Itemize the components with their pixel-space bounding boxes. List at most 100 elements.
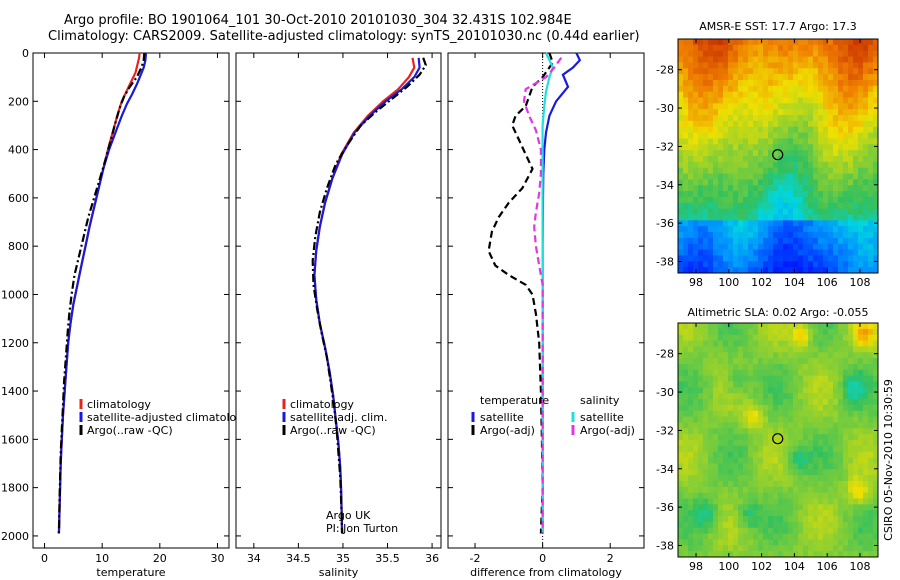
heatmap-cell	[823, 156, 829, 163]
heatmap-cell	[698, 527, 704, 534]
heatmap-cell	[813, 138, 819, 145]
heatmap-cell	[778, 68, 784, 75]
heatmap-cell	[803, 214, 809, 221]
heatmap-cell	[778, 527, 784, 534]
heatmap-cell	[858, 115, 864, 122]
heatmap-cell	[748, 237, 754, 245]
heatmap-cell	[763, 214, 769, 221]
heatmap-cell	[838, 504, 844, 511]
heatmap-cell	[743, 416, 749, 423]
heatmap-cell	[818, 510, 824, 517]
heatmap-cell	[788, 115, 794, 122]
heatmap-cell	[813, 150, 819, 157]
heatmap-cell	[798, 440, 804, 447]
heatmap-cell	[873, 249, 879, 256]
heatmap-cell	[863, 340, 869, 347]
x-tick-label: 34.5	[286, 552, 311, 565]
heatmap-cell	[798, 50, 804, 57]
heatmap-cell	[738, 352, 744, 359]
heatmap-cell	[828, 475, 834, 482]
heatmap-cell	[803, 422, 809, 429]
heatmap-cell	[763, 261, 769, 268]
heatmap-cell	[828, 551, 834, 558]
heatmap-cell	[778, 393, 784, 400]
heatmap-cell	[703, 340, 709, 347]
heatmap-cell	[718, 486, 724, 494]
heatmap-cell	[738, 173, 744, 180]
heatmap-cell	[828, 399, 834, 406]
heatmap-cell	[748, 358, 754, 365]
heatmap-cell	[778, 56, 784, 63]
heatmap-cell	[713, 214, 719, 221]
heatmap-cell	[708, 492, 714, 499]
heatmap-cell	[768, 363, 774, 371]
heatmap-cell	[863, 144, 869, 151]
heatmap-cell	[703, 428, 709, 435]
heatmap-cell	[688, 39, 694, 46]
heatmap-cell	[683, 255, 689, 262]
heatmap-cell	[678, 393, 684, 400]
heatmap-cell	[688, 539, 694, 546]
heatmap-cell	[718, 545, 724, 552]
heatmap-cell	[793, 516, 799, 523]
heatmap-cell	[868, 243, 874, 250]
heatmap-cell	[808, 469, 814, 476]
heatmap-cell	[828, 504, 834, 511]
heatmap-cell	[768, 208, 774, 215]
heatmap-cell	[733, 156, 739, 163]
heatmap-cell	[748, 126, 754, 133]
heatmap-cell	[843, 150, 849, 157]
heatmap-cell	[683, 144, 689, 151]
heatmap-cell	[813, 445, 819, 453]
heatmap-cell	[808, 551, 814, 558]
heatmap-cell	[803, 369, 809, 377]
heatmap-cell	[733, 434, 739, 441]
heatmap-cell	[808, 144, 814, 151]
heatmap-cell	[803, 167, 809, 174]
heatmap-cell	[678, 126, 684, 133]
heatmap-cell	[793, 161, 799, 169]
heatmap-cell	[838, 410, 844, 417]
heatmap-cell	[683, 50, 689, 57]
heatmap-cell	[808, 358, 814, 365]
heatmap-cell	[793, 267, 799, 274]
heatmap-cell	[838, 261, 844, 268]
heatmap-cell	[818, 243, 824, 250]
heatmap-cell	[868, 74, 874, 81]
legend-label: climatology	[87, 398, 151, 411]
heatmap-cell	[823, 202, 829, 210]
heatmap-cell	[708, 214, 714, 221]
heatmap-cell	[693, 74, 699, 81]
heatmap-cell	[758, 39, 764, 46]
heatmap-cell	[778, 74, 784, 81]
heatmap-cell	[773, 44, 779, 52]
heatmap-cell	[788, 428, 794, 435]
heatmap-cell	[708, 255, 714, 262]
heatmap-cell	[793, 375, 799, 382]
heatmap-cell	[763, 115, 769, 122]
heatmap-cell	[858, 179, 864, 186]
heatmap-cell	[813, 79, 819, 87]
heatmap-cell	[808, 387, 814, 394]
heatmap-cell	[793, 410, 799, 417]
heatmap-cell	[768, 334, 774, 341]
heatmap-cell	[873, 328, 879, 336]
heatmap-cell	[758, 255, 764, 262]
heatmap-cell	[808, 323, 814, 330]
heatmap-cell	[788, 434, 794, 441]
heatmap-cell	[873, 404, 879, 412]
heatmap-cell	[863, 363, 869, 371]
heatmap-cell	[768, 486, 774, 494]
heatmap-cell	[823, 404, 829, 412]
heatmap-cell	[708, 144, 714, 151]
heatmap-cell	[688, 138, 694, 145]
heatmap-cell	[778, 44, 784, 52]
heatmap-cell	[688, 62, 694, 69]
heatmap-cell	[788, 463, 794, 470]
heatmap-cell	[748, 115, 754, 122]
heatmap-cell	[718, 103, 724, 110]
heatmap-cell	[748, 226, 754, 233]
heatmap-cell	[823, 434, 829, 441]
heatmap-cell	[798, 434, 804, 441]
heatmap-cell	[788, 44, 794, 52]
